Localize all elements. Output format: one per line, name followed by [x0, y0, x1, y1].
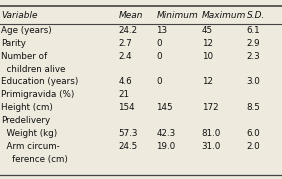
Text: 3.0: 3.0: [247, 78, 261, 86]
Text: 2.0: 2.0: [247, 142, 261, 151]
Text: 57.3: 57.3: [118, 129, 138, 138]
Text: 21: 21: [118, 90, 129, 99]
Text: 4.6: 4.6: [118, 78, 132, 86]
Text: ference (cm): ference (cm): [1, 155, 68, 164]
Text: 81.0: 81.0: [202, 129, 221, 138]
Text: Weight (kg): Weight (kg): [1, 129, 58, 138]
Text: Education (years): Education (years): [1, 78, 79, 86]
Text: 0: 0: [157, 78, 162, 86]
Text: 0: 0: [157, 39, 162, 48]
Text: 6.1: 6.1: [247, 26, 260, 35]
Text: 145: 145: [157, 103, 173, 112]
Text: Number of: Number of: [1, 52, 48, 61]
Text: 13: 13: [157, 26, 168, 35]
Text: 19.0: 19.0: [157, 142, 176, 151]
Text: Maximum: Maximum: [202, 11, 246, 20]
Text: 31.0: 31.0: [202, 142, 221, 151]
Text: 12: 12: [202, 78, 213, 86]
Text: 172: 172: [202, 103, 218, 112]
Text: Predelivery: Predelivery: [1, 116, 50, 125]
Text: Age (years): Age (years): [1, 26, 52, 35]
Text: Parity: Parity: [1, 39, 26, 48]
Text: 2.7: 2.7: [118, 39, 132, 48]
Text: 0: 0: [157, 52, 162, 61]
Text: 12: 12: [202, 39, 213, 48]
Text: Mean: Mean: [118, 11, 143, 20]
Text: children alive: children alive: [1, 65, 66, 74]
Text: 8.5: 8.5: [247, 103, 261, 112]
Text: Minimum: Minimum: [157, 11, 198, 20]
Text: S.D.: S.D.: [247, 11, 265, 20]
Text: 10: 10: [202, 52, 213, 61]
Text: 2.4: 2.4: [118, 52, 132, 61]
Text: 2.9: 2.9: [247, 39, 260, 48]
Text: Primigravida (%): Primigravida (%): [1, 90, 75, 99]
Text: 24.2: 24.2: [118, 26, 138, 35]
Text: Height (cm): Height (cm): [1, 103, 53, 112]
Text: Arm circum-: Arm circum-: [1, 142, 60, 151]
Text: 45: 45: [202, 26, 213, 35]
Text: 6.0: 6.0: [247, 129, 261, 138]
Text: 154: 154: [118, 103, 135, 112]
Text: 2.3: 2.3: [247, 52, 261, 61]
Text: Variable: Variable: [1, 11, 38, 20]
Text: 24.5: 24.5: [118, 142, 138, 151]
Text: 42.3: 42.3: [157, 129, 176, 138]
